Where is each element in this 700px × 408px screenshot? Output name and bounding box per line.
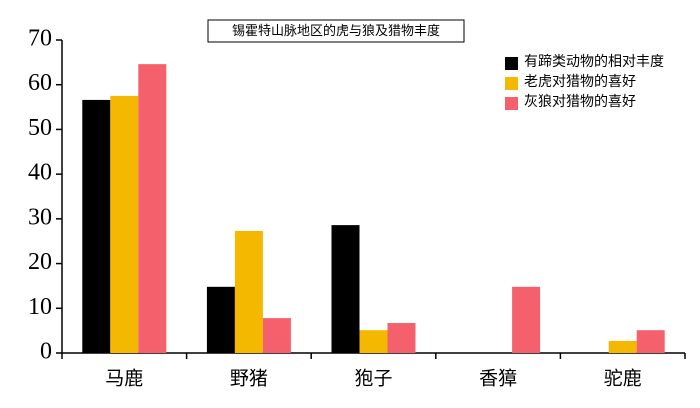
x-tick-label: 马鹿 xyxy=(105,367,143,389)
legend-swatch xyxy=(505,57,518,70)
x-tick-label: 狍子 xyxy=(354,367,392,389)
y-tick-label: 30 xyxy=(28,204,52,230)
bar xyxy=(82,99,111,353)
y-tick-label: 60 xyxy=(28,70,52,96)
bar xyxy=(359,330,388,353)
y-tick-label: 0 xyxy=(40,339,52,365)
bar xyxy=(608,340,637,353)
bar xyxy=(206,286,235,353)
bar xyxy=(636,330,665,353)
y-tick-label: 10 xyxy=(28,294,52,320)
bar xyxy=(387,323,416,353)
bar xyxy=(110,95,139,354)
y-tick-label: 40 xyxy=(28,160,52,186)
chart-title: 锡霍特山脉地区的虎与狼及猎物丰度 xyxy=(232,23,440,38)
y-tick-label: 70 xyxy=(28,26,52,52)
legend-swatch xyxy=(505,97,518,110)
bar xyxy=(331,225,360,353)
y-tick-label: 20 xyxy=(28,249,52,275)
bar xyxy=(138,64,167,353)
legend-label: 老虎对猎物的喜好 xyxy=(524,74,636,90)
x-tick-label: 野猪 xyxy=(230,367,268,389)
legend-label: 有蹄类动物的相对丰度 xyxy=(524,53,664,70)
x-tick-label: 香獐 xyxy=(479,367,517,389)
y-tick-label: 50 xyxy=(28,115,52,141)
bar xyxy=(512,286,541,353)
legend-label: 灰狼对猎物的喜好 xyxy=(524,94,636,110)
title-box xyxy=(207,19,465,43)
legend-swatch xyxy=(505,77,518,90)
bar xyxy=(234,230,263,353)
x-tick-label: 驼鹿 xyxy=(604,367,642,389)
bar xyxy=(262,318,291,353)
